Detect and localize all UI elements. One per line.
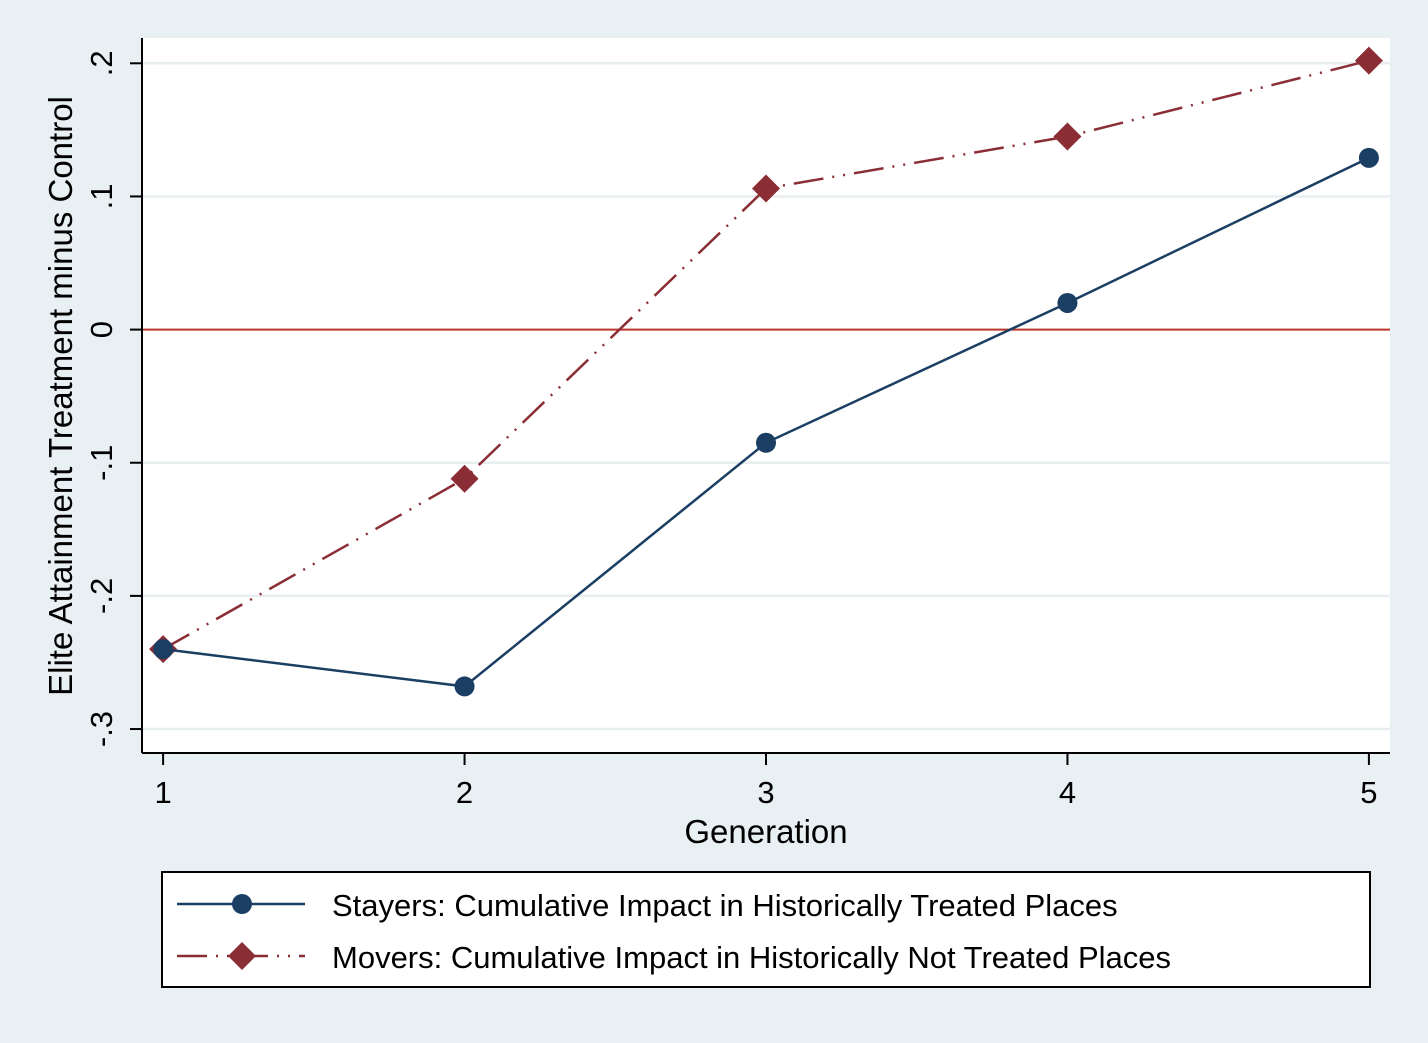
- x-tick-label: 5: [1360, 775, 1377, 810]
- legend-box: [161, 871, 1371, 988]
- x-tick-label: 4: [1059, 775, 1076, 810]
- x-tick-label: 2: [456, 775, 473, 810]
- data-point: [1053, 122, 1082, 151]
- series-line: [162, 59, 1370, 651]
- legend: Stayers: Cumulative Impact in Historical…: [161, 871, 1371, 988]
- x-ticks: 1 2 3 4 5: [154, 753, 1378, 810]
- legend-label: Movers: Cumulative Impact in Historicall…: [332, 940, 1171, 975]
- data-point: [756, 432, 776, 453]
- data-point: [454, 676, 475, 697]
- x-tick-label: 3: [757, 775, 774, 810]
- data-point: [752, 174, 780, 203]
- y-tick-label: -.2: [84, 578, 119, 614]
- y-tick-label: 0: [84, 321, 119, 338]
- y-tick-label: -.1: [84, 445, 119, 481]
- y-tick-label: .1: [84, 184, 119, 210]
- y-ticks: -.3 -.2 -.1 0 .1 .2: [84, 50, 142, 747]
- x-axis-label: Generation: [684, 813, 847, 850]
- data-point: [1057, 292, 1078, 313]
- series-layer: [149, 46, 1383, 697]
- data-point: [153, 639, 174, 660]
- legend-entries: Stayers: Cumulative Impact in Historical…: [177, 888, 1171, 975]
- data-point: [450, 464, 479, 493]
- legend-swatch-marker: [228, 942, 256, 970]
- x-tick-label: 1: [154, 775, 171, 810]
- legend-swatch-marker: [232, 894, 252, 914]
- series-0: [153, 147, 1379, 697]
- plot-area: [142, 38, 1390, 753]
- legend-label: Stayers: Cumulative Impact in Historical…: [332, 888, 1118, 923]
- legend-entry-1: Movers: Cumulative Impact in Historicall…: [177, 940, 1171, 975]
- y-axis-label: Elite Attainment Treatment minus Control: [42, 96, 79, 696]
- data-point: [1354, 46, 1383, 75]
- y-tick-label: .2: [84, 50, 119, 76]
- data-point: [1358, 147, 1379, 168]
- legend-entry-0: Stayers: Cumulative Impact in Historical…: [177, 888, 1118, 923]
- y-tick-label: -.3: [84, 711, 119, 747]
